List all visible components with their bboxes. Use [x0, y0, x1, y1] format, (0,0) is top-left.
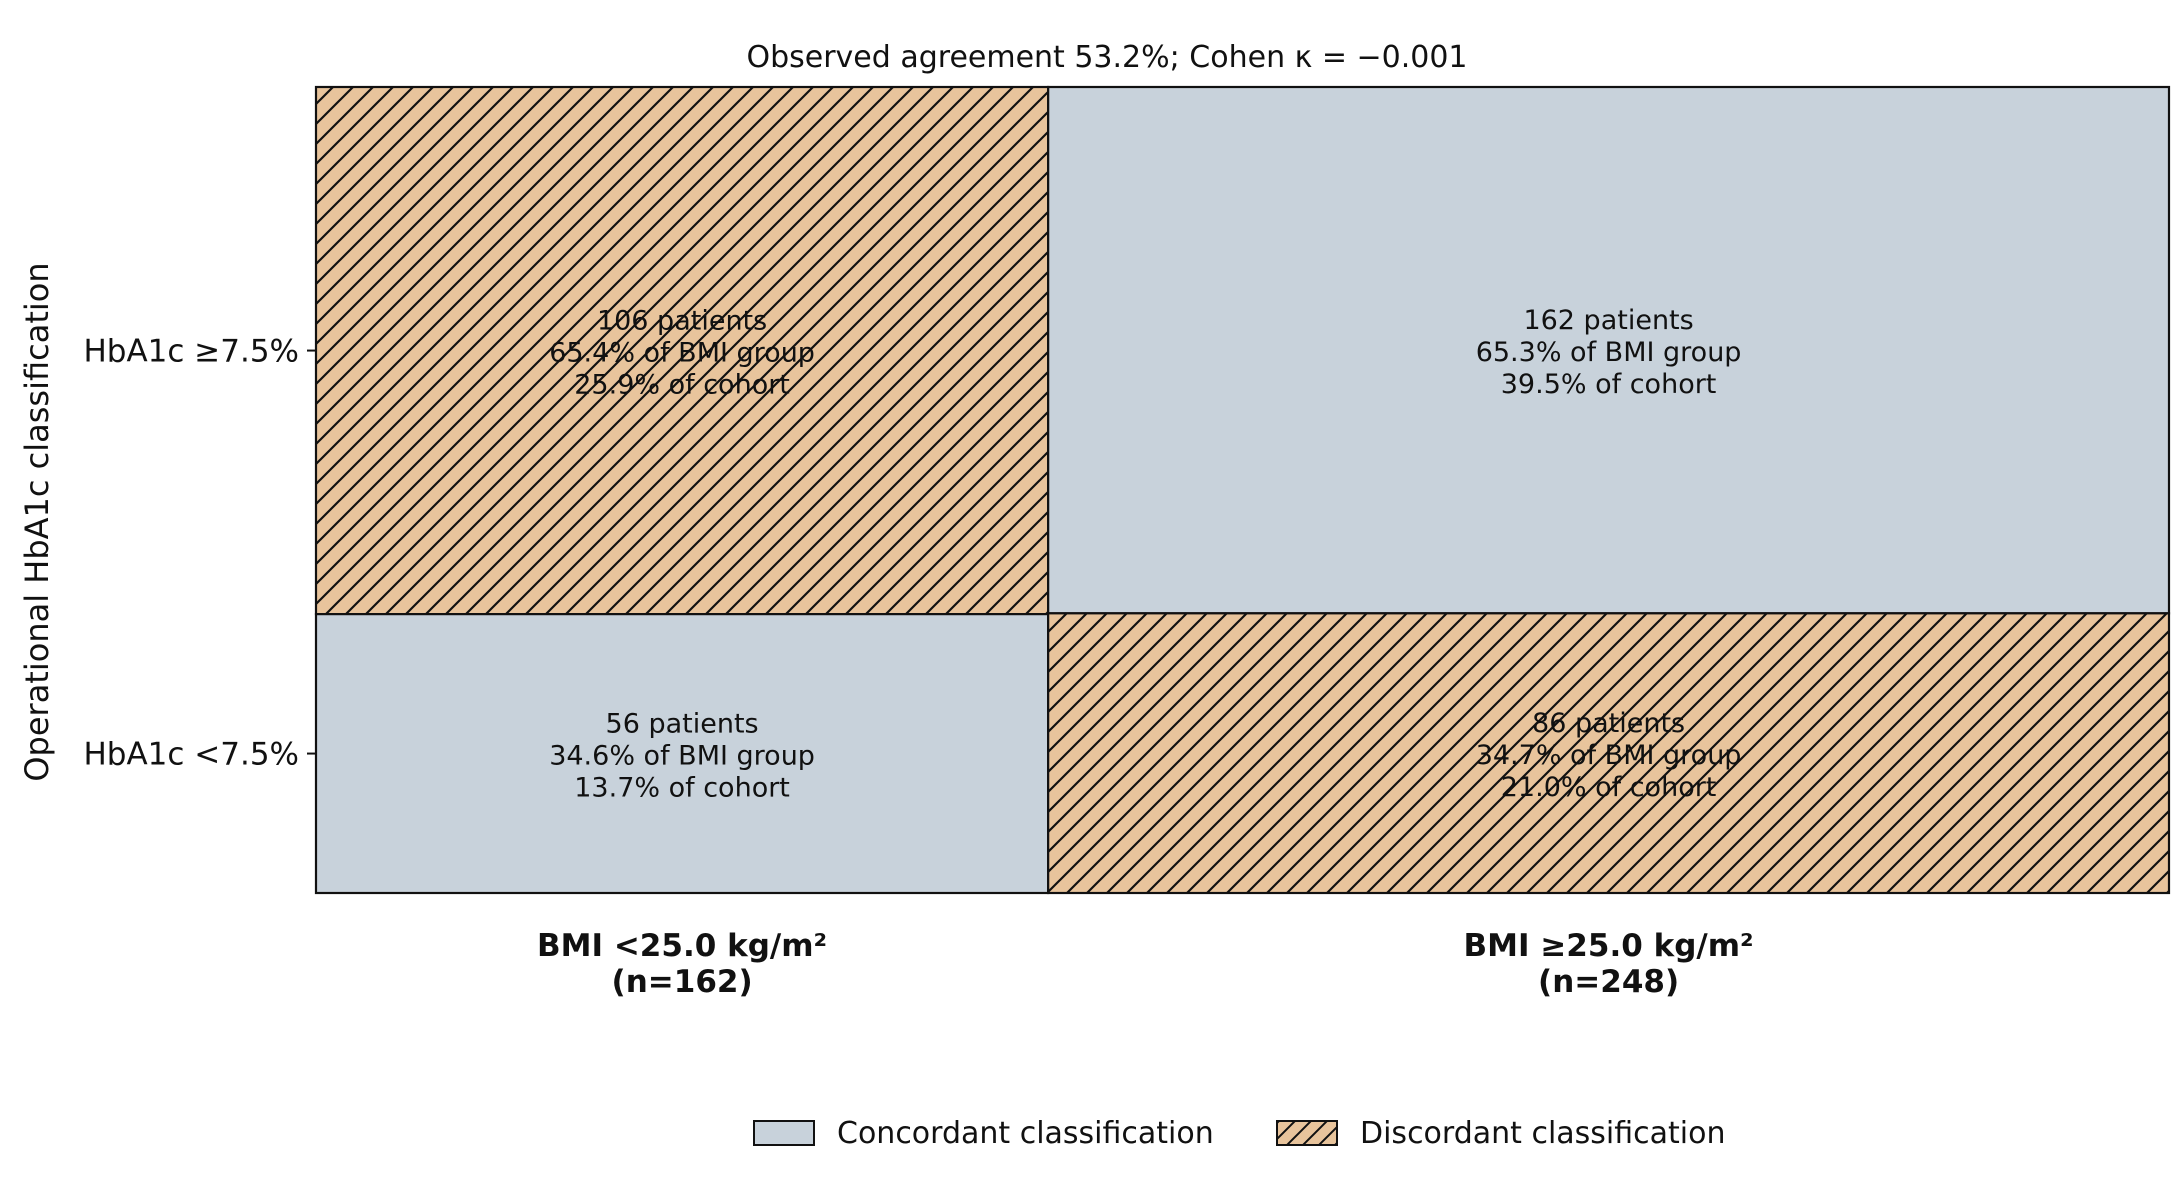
legend-swatch-concordant — [753, 1120, 815, 1146]
legend-swatch-discordant — [1276, 1120, 1338, 1146]
cell-label-line: 162 patients — [1523, 305, 1693, 336]
cell-label-line: 21.0% of cohort — [1501, 772, 1717, 803]
x-category-label: BMI ≥25.0 kg/m² — [1464, 928, 1754, 964]
x-axis-labels: BMI <25.0 kg/m²(n=162) BMI ≥25.0 kg/m²(n=… — [537, 928, 1754, 1000]
x-category-count: (n=248) — [1538, 964, 1679, 1000]
cell-label-0-0: 106 patients 65.4% of BMI group 25.9% of c… — [549, 306, 815, 401]
y-axis-label: Operational HbA1c classification — [18, 262, 56, 781]
x-category-label: BMI <25.0 kg/m² — [537, 928, 827, 964]
cell-label-line: 65.3% of BMI group — [1476, 337, 1742, 368]
cell-label-line: 34.7% of BMI group — [1476, 740, 1742, 771]
cell-0-0 — [314, 85, 1050, 616]
cell-0-1 — [314, 613, 1050, 895]
cell-label-line: 106 patients — [597, 306, 767, 337]
cell-label-0-1: 56 patients 34.6% of BMI group 13.7% of co… — [549, 709, 815, 804]
legend-label-discordant: Discordant classification — [1360, 1116, 1726, 1151]
y-tick-label: HbA1c <7.5% — [83, 737, 299, 773]
y-tick-label: HbA1c ≥7.5% — [83, 334, 299, 370]
cell-label-line: 13.7% of cohort — [574, 773, 790, 804]
cell-label-1-1: 86 patients 34.7% of BMI group 21.0% of co… — [1476, 708, 1742, 803]
legend: Concordant classification Discordant clas… — [753, 1116, 1726, 1151]
cell-label-line: 56 patients — [606, 709, 759, 740]
cell-label-line: 34.6% of BMI group — [549, 741, 815, 772]
cell-label-line: 86 patients — [1532, 708, 1685, 739]
mosaic-cells — [314, 85, 2171, 895]
cell-label-line: 39.5% of cohort — [1501, 369, 1717, 400]
cell-label-line: 65.4% of BMI group — [549, 338, 815, 369]
x-category-count: (n=162) — [612, 964, 753, 1000]
cell-labels: 106 patients 65.4% of BMI group 25.9% of c… — [549, 305, 1741, 803]
legend-label-concordant: Concordant classification — [837, 1116, 1214, 1151]
cell-1-0 — [1047, 85, 2171, 615]
cell-label-line: 25.9% of cohort — [574, 370, 790, 401]
cell-label-1-0: 162 patients 65.3% of BMI group 39.5% of c… — [1476, 305, 1742, 400]
cell-1-1 — [1047, 612, 2171, 895]
y-axis-ticks: HbA1c ≥7.5% HbA1c <7.5% — [83, 334, 316, 773]
chart-title: Observed agreement 53.2%; Cohen κ = −0.0… — [746, 40, 1467, 75]
